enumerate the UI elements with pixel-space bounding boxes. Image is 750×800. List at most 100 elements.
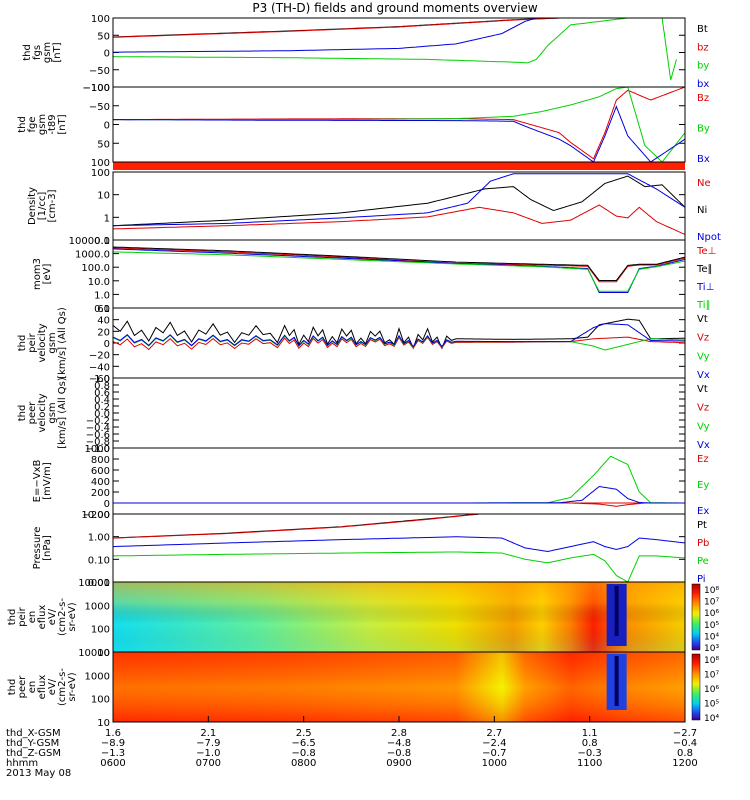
- x-row-value: −4.8: [387, 738, 411, 749]
- x-row-value: −8.9: [101, 738, 125, 749]
- colorbar-label: 10⁵: [704, 621, 719, 631]
- y-tick-label: −40: [89, 362, 110, 373]
- series-Npot: [113, 173, 685, 227]
- y-tick-label: 0.10: [88, 555, 110, 566]
- spectrogram-shading: [113, 582, 685, 652]
- y-tick-label: −200: [83, 510, 110, 521]
- spectrogram-dropout-core: [614, 656, 619, 706]
- series-Ex: [113, 485, 685, 504]
- series-group: [113, 87, 685, 162]
- date-label: 2013 May 08: [6, 768, 71, 779]
- colorbar-label: 10⁸: [704, 586, 719, 596]
- y-tick-label: 0.1: [94, 304, 110, 315]
- x-row-label: thd_Z-GSM: [6, 748, 61, 759]
- ylabel-line: velocity: [37, 323, 48, 362]
- y-tick-label: 1: [104, 213, 110, 224]
- y-tick-label: −20: [89, 351, 110, 362]
- series-Ey: [113, 455, 685, 504]
- y-tick-label: 0: [104, 339, 110, 350]
- legend-item: Vy: [697, 351, 710, 362]
- x-row-value: −0.3: [578, 748, 602, 759]
- y-tick-label: 0: [104, 499, 110, 510]
- legend-item: Vt: [697, 314, 708, 325]
- legend-item: Bz: [697, 93, 709, 104]
- legend-item: Ez: [697, 454, 709, 465]
- colorbar-label: 10³: [704, 644, 719, 654]
- y-tick-label: −60: [89, 374, 110, 385]
- ylabel-line: thd: [17, 335, 28, 352]
- y-tick-label: −0.2: [86, 416, 110, 427]
- colorbar-label: 10⁵: [704, 700, 719, 710]
- y-tick-label: 0: [104, 121, 110, 132]
- y-tick-label: 1.0: [94, 374, 110, 385]
- ylabel-line: en: [27, 611, 38, 624]
- legend-item: Pi: [697, 574, 706, 585]
- x-row-value: −2.4: [482, 738, 506, 749]
- series-Vx: [113, 323, 685, 348]
- legend-item: Ey: [697, 480, 709, 491]
- ylabel-line: peer: [17, 675, 28, 699]
- series-group: [113, 246, 685, 293]
- y-tick-label: −0.8: [86, 437, 110, 448]
- legend-item: Ni: [697, 205, 707, 216]
- panel-ylabel: thdpeirenefluxeV/(cm2-s-sr-eV): [7, 598, 78, 636]
- y-tick-label: −0.6: [86, 430, 110, 441]
- legend-item: Pb: [697, 538, 709, 549]
- ylabel-line: thd: [7, 679, 18, 696]
- y-tick-label: 10000: [78, 648, 110, 659]
- ylabel-line: Pressure: [32, 527, 43, 570]
- y-tick-label: 40: [97, 316, 110, 327]
- x-row-label: thd_X-GSM: [6, 728, 61, 739]
- series-group: [113, 318, 685, 351]
- x-row-value: −6.5: [292, 738, 316, 749]
- y-tick-label: 800: [91, 455, 110, 466]
- x-row-value: −1.3: [101, 748, 125, 759]
- y-tick-label: 1000.0: [75, 250, 110, 261]
- ylabel-line: peir: [17, 606, 28, 626]
- spectrogram-dropout-core: [614, 586, 619, 636]
- y-tick-label: −50: [89, 66, 110, 77]
- series-Pb: [113, 514, 480, 539]
- x-row-value: 0600: [100, 758, 125, 769]
- y-tick-label: 0.01: [88, 578, 110, 589]
- y-tick-label: 60: [97, 304, 110, 315]
- ylabel-line: peer: [27, 401, 38, 425]
- y-tick-label: 0.1: [94, 236, 110, 247]
- y-tick-label: −100: [83, 83, 110, 94]
- y-tick-label: −50: [89, 102, 110, 113]
- series-by: [113, 18, 677, 81]
- colorbar: [691, 653, 701, 721]
- legend-item: Pt: [697, 520, 707, 531]
- panel-ylabel: E=−VxB[mV/m]: [32, 460, 53, 503]
- legend-item: by: [697, 61, 709, 72]
- x-row-value: 1000: [482, 758, 507, 769]
- panel-fgs: thdfgsgsm[nT] 100 50 0 −50 −100 Bt bz by bx: [22, 14, 709, 94]
- x-row-label: hhmm: [6, 758, 38, 769]
- x-row-value: 2.1: [200, 728, 216, 739]
- series-Ti∥: [113, 251, 685, 292]
- y-tick-label: 200: [91, 488, 110, 499]
- ylabel-line: E=−VxB: [32, 460, 43, 503]
- legend-item: Vz: [697, 333, 709, 344]
- y-tick-label: 400: [91, 477, 110, 488]
- x-row-value: 0.8: [677, 748, 693, 759]
- ylabel-line: [cm-3]: [47, 189, 58, 222]
- colorbar-label: 10⁴: [704, 714, 719, 724]
- ylabel-line: Density: [27, 187, 38, 225]
- legend-item: Vx: [697, 370, 710, 381]
- x-row-value: −0.4: [673, 738, 697, 749]
- y-tick-label: 50: [97, 31, 110, 42]
- ylabel-line: peir: [27, 332, 38, 352]
- ylabel-line: gsm: [42, 42, 53, 63]
- x-row-value: 0900: [386, 758, 411, 769]
- y-tick-label: 100: [91, 625, 110, 636]
- series-Vt: [113, 318, 685, 350]
- y-tick-label: 10.00: [81, 510, 110, 521]
- y-tick-label: 1.00: [88, 533, 110, 544]
- x-row-value: 0800: [291, 758, 316, 769]
- legend-item: Vx: [697, 440, 710, 451]
- series-group: [113, 514, 685, 582]
- colorbar-label: 10⁴: [704, 632, 719, 642]
